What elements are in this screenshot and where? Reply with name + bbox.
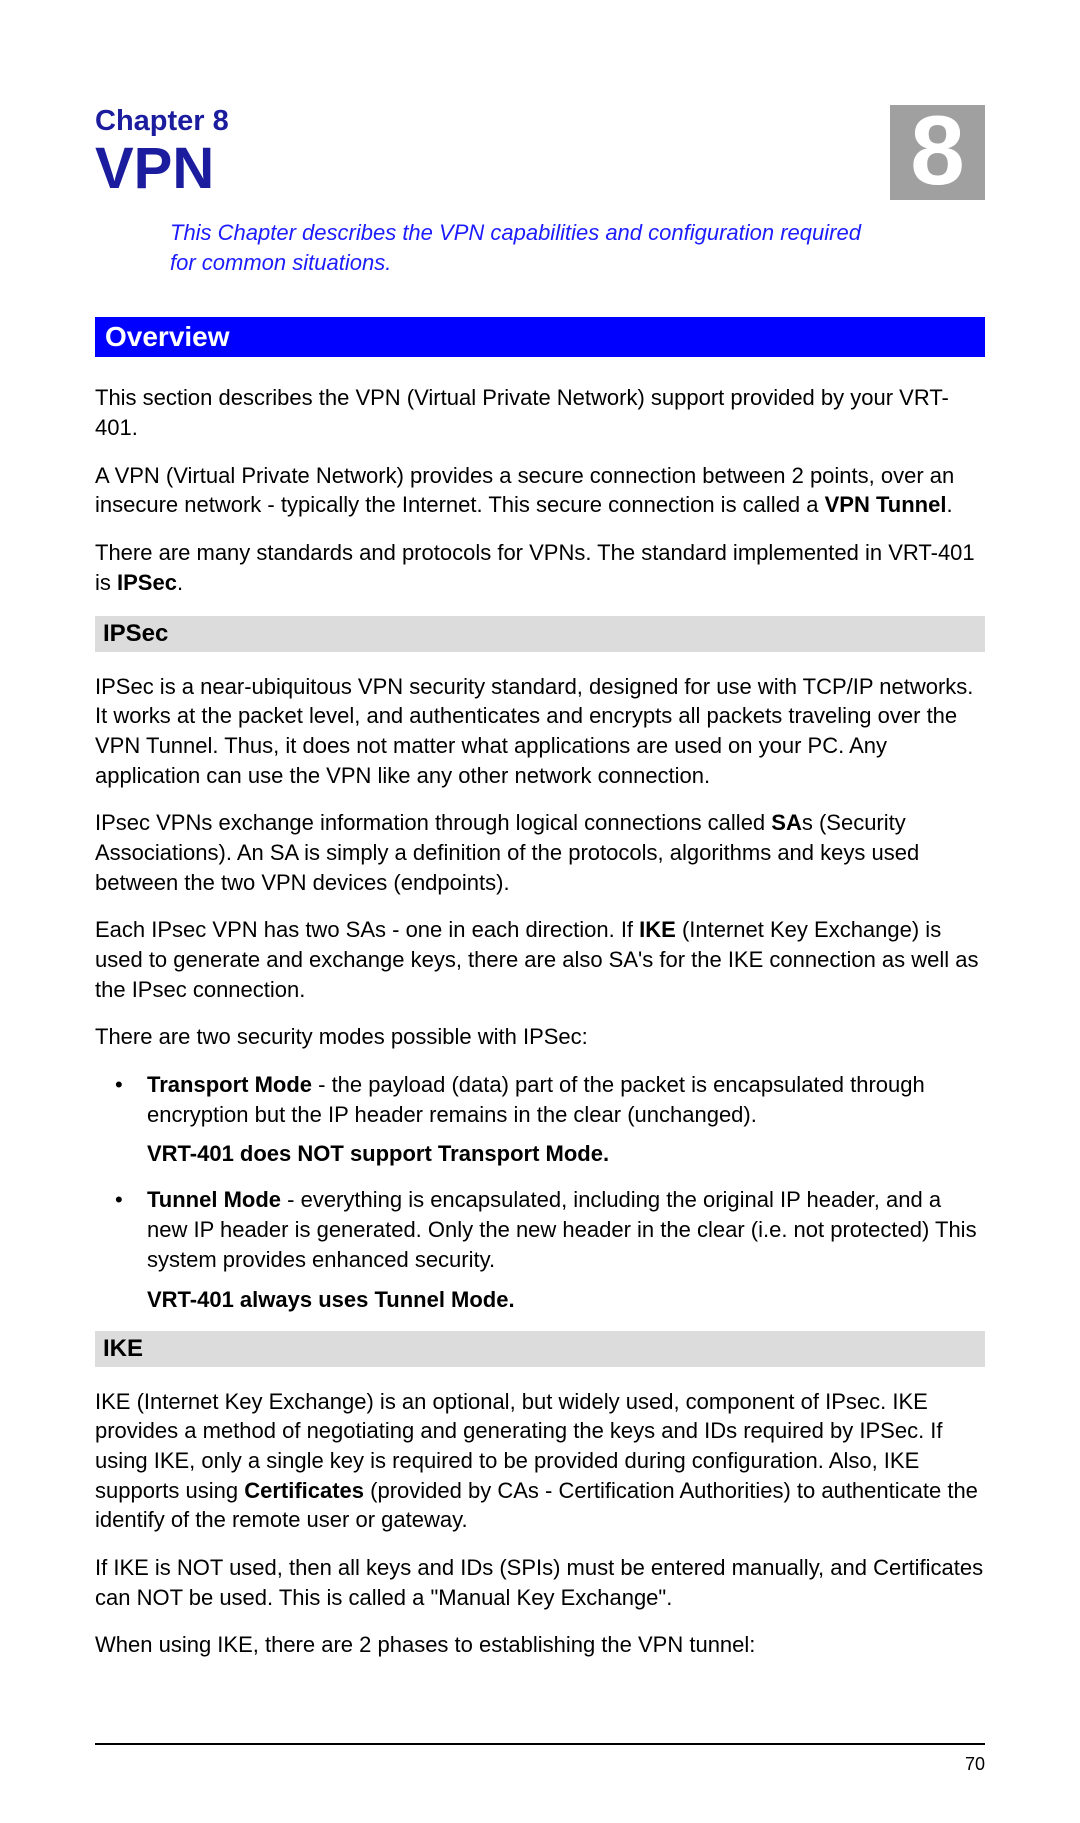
bold-term: SA bbox=[771, 810, 802, 835]
overview-paragraph-1: This section describes the VPN (Virtual … bbox=[95, 383, 985, 442]
bold-term: VPN Tunnel bbox=[825, 492, 947, 517]
text-run: There are many standards and protocols f… bbox=[95, 540, 975, 595]
text-run: . bbox=[177, 570, 183, 595]
chapter-number-badge: 8 bbox=[890, 105, 985, 200]
note-tunnel-mode: VRT-401 always uses Tunnel Mode. bbox=[147, 1287, 985, 1313]
subsection-heading-ipsec: IPSec bbox=[95, 616, 985, 652]
ipsec-paragraph-3: Each IPsec VPN has two SAs - one in each… bbox=[95, 915, 985, 1004]
bold-term: Certificates bbox=[244, 1478, 364, 1503]
list-item-tunnel-mode: Tunnel Mode - everything is encapsulated… bbox=[115, 1185, 985, 1274]
ipsec-paragraph-2: IPsec VPNs exchange information through … bbox=[95, 808, 985, 897]
footer-rule bbox=[95, 1743, 985, 1745]
chapter-header: Chapter 8 VPN 8 bbox=[95, 105, 985, 200]
note-transport-mode: VRT-401 does NOT support Transport Mode. bbox=[147, 1141, 985, 1167]
chapter-label: Chapter 8 bbox=[95, 105, 890, 138]
ike-paragraph-1: IKE (Internet Key Exchange) is an option… bbox=[95, 1387, 985, 1535]
ipsec-mode-list-2: Tunnel Mode - everything is encapsulated… bbox=[115, 1185, 985, 1274]
ike-paragraph-3: When using IKE, there are 2 phases to es… bbox=[95, 1630, 985, 1660]
bold-term: Tunnel Mode bbox=[147, 1187, 281, 1212]
ipsec-paragraph-1: IPSec is a near-ubiquitous VPN security … bbox=[95, 672, 985, 791]
chapter-title-block: Chapter 8 VPN bbox=[95, 105, 890, 198]
chapter-intro: This Chapter describes the VPN capabilit… bbox=[170, 218, 890, 277]
text-run: Each IPsec VPN has two SAs - one in each… bbox=[95, 917, 639, 942]
page-number: 70 bbox=[965, 1754, 985, 1775]
ipsec-mode-list: Transport Mode - the payload (data) part… bbox=[115, 1070, 985, 1129]
page-title: VPN bbox=[95, 140, 890, 198]
ipsec-paragraph-4: There are two security modes possible wi… bbox=[95, 1022, 985, 1052]
bold-term: Transport Mode bbox=[147, 1072, 312, 1097]
list-item-transport-mode: Transport Mode - the payload (data) part… bbox=[115, 1070, 985, 1129]
overview-paragraph-2: A VPN (Virtual Private Network) provides… bbox=[95, 461, 985, 520]
text-run: . bbox=[946, 492, 952, 517]
subsection-heading-ike: IKE bbox=[95, 1331, 985, 1367]
bold-term: IKE bbox=[639, 917, 676, 942]
ike-paragraph-2: If IKE is NOT used, then all keys and ID… bbox=[95, 1553, 985, 1612]
overview-paragraph-3: There are many standards and protocols f… bbox=[95, 538, 985, 597]
bold-term: IPSec bbox=[117, 570, 177, 595]
section-heading-overview: Overview bbox=[95, 317, 985, 357]
text-run: IPsec VPNs exchange information through … bbox=[95, 810, 771, 835]
